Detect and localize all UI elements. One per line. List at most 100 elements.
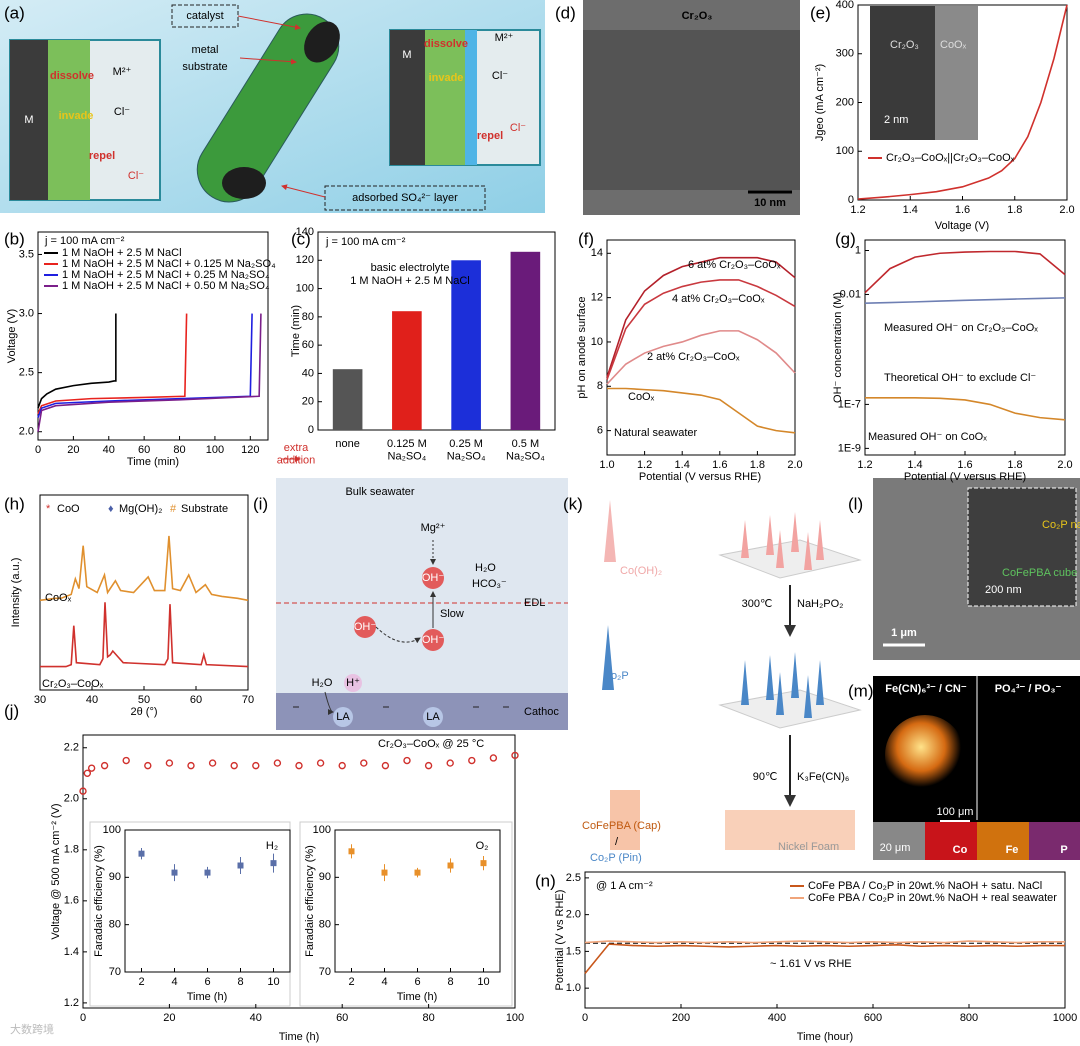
y-tick-label: 70 bbox=[319, 966, 331, 978]
label: PO₄³⁻ / PO₃⁻ bbox=[995, 683, 1062, 695]
metal bbox=[390, 30, 425, 165]
marker bbox=[360, 759, 368, 767]
y-axis-label: Voltage @ 500 mA cm⁻² (V) bbox=[50, 803, 62, 939]
marker bbox=[204, 869, 211, 876]
panel-label: (d) bbox=[555, 3, 576, 22]
x-tick-label: 1.8 bbox=[1007, 459, 1022, 471]
x-tick-label: 2 bbox=[138, 976, 144, 988]
plot-frame bbox=[606, 239, 796, 456]
annotation: Cr₂O₃–CoOₓ @ 25 °C bbox=[378, 738, 484, 750]
y-tick-label: 100 bbox=[836, 145, 854, 157]
cathode bbox=[276, 693, 568, 730]
marker bbox=[87, 764, 96, 772]
label: Cl⁻ bbox=[114, 106, 130, 118]
x-tick-label: 1.2 bbox=[857, 459, 872, 471]
marker bbox=[237, 862, 244, 869]
x-axis-label: Potential (V versus RHE) bbox=[639, 471, 761, 483]
legend-symbol: # bbox=[170, 503, 177, 515]
x-tick-label: 4 bbox=[171, 976, 177, 988]
x-tick-label: 0.25 M Na₂SO₄ bbox=[447, 438, 486, 463]
bar bbox=[392, 311, 422, 430]
x-tick-label: 80 bbox=[173, 444, 185, 456]
arrow bbox=[375, 626, 421, 644]
label: P bbox=[1060, 844, 1067, 856]
marker bbox=[446, 759, 454, 767]
series-line bbox=[606, 279, 796, 380]
x-tick-label: 0.125 M Na₂SO₄ bbox=[387, 438, 427, 463]
annotation: j = 100 mA cm⁻² bbox=[44, 235, 125, 247]
series-line bbox=[606, 256, 796, 378]
label: Cr₂O₃ bbox=[682, 10, 713, 22]
y-tick-label: 20 bbox=[302, 396, 314, 408]
legend-label: 1 M NaOH + 2.5 M NaCl + 0.50 M Na₂SO₄ bbox=[62, 280, 270, 292]
series-label: 6 at% Cr₂O₃–CoOₓ bbox=[688, 259, 781, 271]
series-label: CoOₓ bbox=[628, 391, 655, 403]
label: Co bbox=[953, 844, 968, 856]
tile bbox=[977, 822, 1029, 860]
marker bbox=[171, 869, 178, 876]
x-axis-label: Potential (V versus RHE) bbox=[904, 471, 1026, 483]
inset-image-region bbox=[935, 6, 978, 140]
marker bbox=[122, 756, 130, 765]
panel-k: Co(OH)₂ 300℃ NaH₂PO₂ Co₂P 90℃ K₃Fe(CN)₆ … bbox=[582, 500, 862, 864]
x-tick-label: 40 bbox=[86, 694, 98, 706]
x-tick-label: 800 bbox=[960, 1012, 978, 1024]
y-tick-label: 80 bbox=[319, 919, 331, 931]
legend-label: Cr₂O₃–CoOₓ||Cr₂O₃–CoOₓ bbox=[886, 152, 1015, 164]
y-tick-label: 90 bbox=[319, 871, 331, 883]
legend-label: 1 M NaOH + 2.5 M NaCl + 0.25 M Na₂SO₄ bbox=[62, 269, 270, 281]
metal bbox=[10, 40, 48, 200]
cone bbox=[604, 500, 616, 562]
marker bbox=[273, 759, 282, 767]
site bbox=[423, 707, 443, 727]
x-tick-label: 6 bbox=[414, 976, 420, 988]
x-tick-label: 1.6 bbox=[957, 459, 972, 471]
panel-label: (k) bbox=[563, 494, 583, 513]
y-tick-label: 1.8 bbox=[64, 844, 79, 856]
panel-i: Bulk seawater Mg²⁺ OH⁻ H₂O HCO₃⁻ EDL Slo… bbox=[276, 478, 568, 730]
y-tick-label: 14 bbox=[591, 247, 603, 259]
y-tick-label: 80 bbox=[302, 311, 314, 323]
label: CoFePBA (Cap) bbox=[582, 820, 661, 832]
label: EDL bbox=[524, 597, 545, 609]
inset-label: Cr₂O₃ bbox=[890, 39, 919, 51]
x-tick-label: 40 bbox=[250, 1012, 262, 1024]
x-tick-label: 0 bbox=[80, 1012, 86, 1024]
y-tick-label: 400 bbox=[836, 0, 854, 11]
catalyst-layer bbox=[48, 40, 90, 200]
label-box bbox=[324, 185, 486, 211]
series-label: 2 at% Cr₂O₃–CoOₓ bbox=[647, 351, 740, 363]
label: Co₂P (Pin) bbox=[590, 852, 642, 864]
x-axis-label: Voltage (V) bbox=[935, 220, 989, 232]
marker bbox=[480, 860, 487, 867]
y-axis-label: Voltage (V) bbox=[6, 309, 18, 363]
x-tick-label: 10 bbox=[477, 976, 489, 988]
y-tick-label: 70 bbox=[109, 966, 121, 978]
y-axis-label: Intensity (a.u.) bbox=[10, 558, 22, 628]
label: M bbox=[24, 114, 33, 126]
marker bbox=[295, 761, 303, 770]
y-tick-label: 2.5 bbox=[566, 872, 581, 884]
tube bbox=[196, 13, 340, 203]
marker bbox=[100, 761, 109, 770]
marker bbox=[165, 759, 174, 767]
panel-label: (j) bbox=[4, 701, 19, 720]
label: Cathoc bbox=[524, 706, 559, 718]
plot-frame bbox=[82, 734, 516, 1009]
y-tick-label: 6 bbox=[597, 425, 603, 437]
panel-a: M dissolve M²⁺ invade Cl⁻ repel Cl⁻ cata… bbox=[0, 0, 545, 213]
y-tick-label: 100 bbox=[313, 824, 331, 836]
label: dissolve bbox=[50, 70, 94, 82]
label: M²⁺ bbox=[495, 32, 514, 44]
plot-frame bbox=[584, 871, 1066, 1009]
label: OH⁻ bbox=[422, 634, 445, 646]
y-tick-label: 0 bbox=[308, 424, 314, 436]
x-tick-label: 30 bbox=[34, 694, 46, 706]
x-tick-label: 1.2 bbox=[637, 459, 652, 471]
legend-symbol: ♦ bbox=[108, 503, 114, 515]
panel-label: (f) bbox=[578, 229, 594, 248]
annotation: @ 1 A cm⁻² bbox=[596, 880, 653, 892]
legend-label: 1 M NaOH + 2.5 M NaCl + 0.125 M Na₂SO₄ bbox=[62, 258, 276, 270]
bar bbox=[510, 251, 541, 430]
